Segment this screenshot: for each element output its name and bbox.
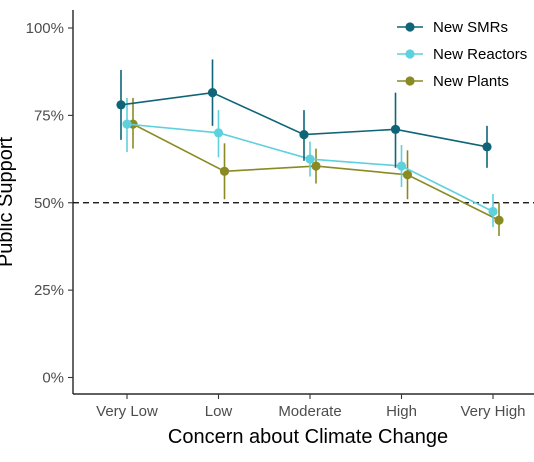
data-point (219, 166, 230, 176)
y-tick-label: 100% (26, 20, 64, 37)
data-point (488, 206, 498, 217)
data-point (305, 154, 315, 164)
x-tick-label: High (386, 403, 417, 420)
legend-label: New Reactors (433, 46, 527, 63)
x-tick-label: Moderate (278, 403, 341, 420)
data-point (122, 119, 132, 129)
series-new-reactors (122, 97, 498, 228)
y-axis-title: Public Support (0, 137, 17, 268)
data-point (390, 124, 401, 134)
y-tick-label: 50% (34, 195, 64, 212)
x-tick-label: Low (205, 403, 233, 420)
data-point (299, 129, 309, 140)
legend-key-point (405, 22, 415, 32)
data-point (494, 215, 504, 225)
legend-key-point (405, 76, 415, 86)
data-point (396, 161, 407, 171)
y-tick-label: 75% (34, 107, 64, 124)
data-point (402, 170, 413, 180)
series-new-smrs (116, 59, 492, 168)
legend-key-point (405, 49, 415, 59)
x-tick-label: Very Low (96, 403, 158, 420)
x-axis-title: Concern about Climate Change (168, 426, 448, 448)
data-point (213, 128, 224, 138)
y-tick-label: 0% (42, 370, 64, 387)
series-layer (116, 59, 504, 236)
data-point (311, 161, 321, 171)
x-tick-label: Very High (460, 403, 525, 420)
data-point (482, 142, 492, 152)
axes-layer (72, 10, 534, 395)
data-point (116, 100, 126, 110)
data-point (207, 88, 218, 98)
y-ticks: 0% 25% 50% 75% 100% (26, 20, 73, 387)
x-ticks: Very Low Low Moderate High Very High (96, 394, 526, 420)
legend-label: New SMRs (433, 19, 508, 36)
legend-label: New Plants (433, 73, 509, 90)
y-tick-label: 25% (34, 282, 64, 299)
legend: New SMRs New Reactors New Plants (397, 19, 527, 90)
series-new-plants (128, 97, 504, 236)
